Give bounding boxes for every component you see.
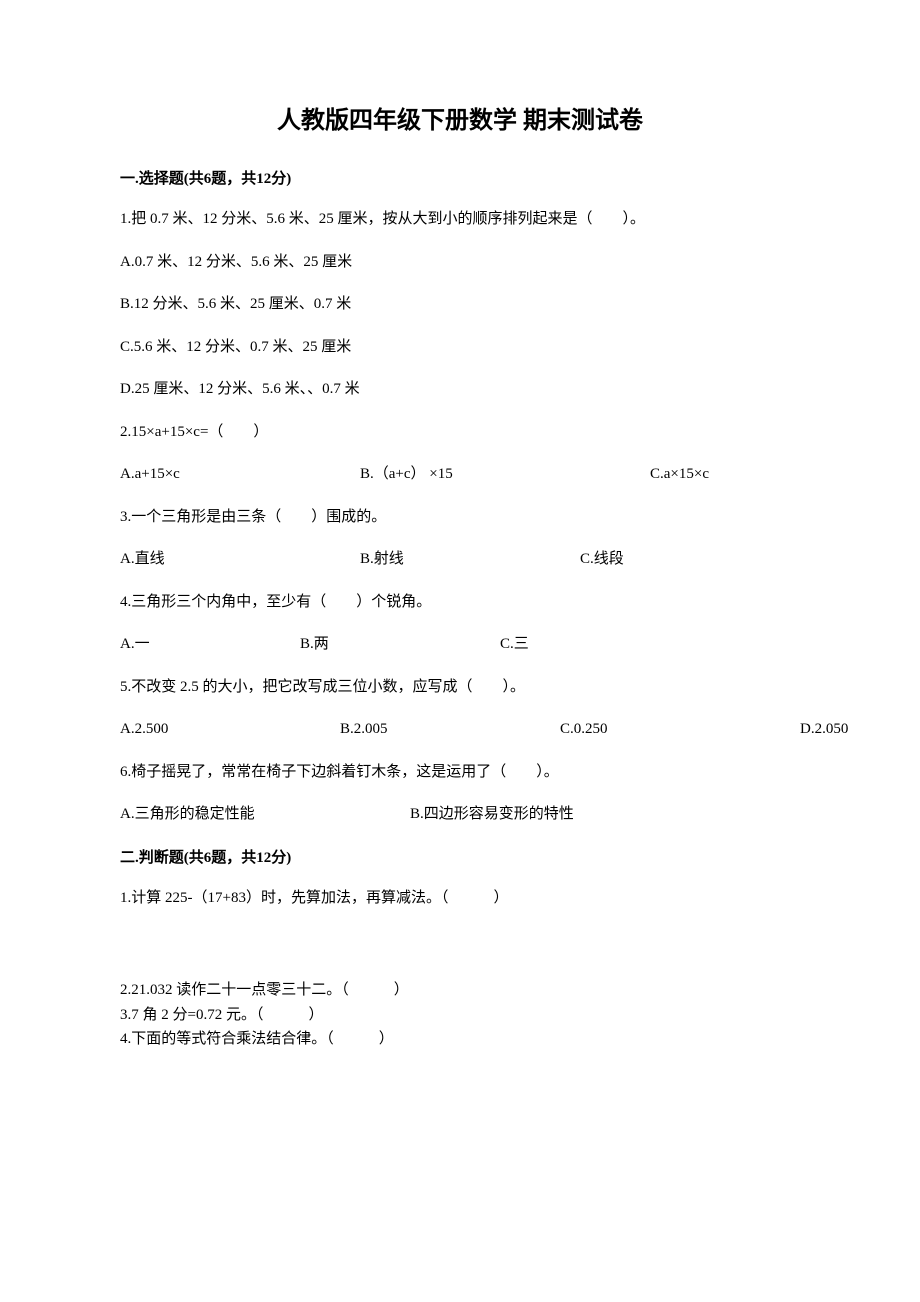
- q2-text: 2.15×a+15×c=（ ）: [120, 421, 800, 444]
- s2-q2-text: 2.21.032 读作二十一点零三十二。（ ）: [120, 979, 800, 1002]
- q3-option-c: C.线段: [580, 548, 800, 571]
- q2-option-b: B.（a+c） ×15: [360, 463, 650, 486]
- q5-option-c: C.0.250: [560, 718, 800, 741]
- spacer: [120, 929, 800, 979]
- q4-text: 4.三角形三个内角中，至少有（ ）个锐角。: [120, 591, 800, 614]
- q6-text: 6.椅子摇晃了，常常在椅子下边斜着钉木条，这是运用了（ ）。: [120, 761, 800, 784]
- q1-option-d: D.25 厘米、12 分米、5.6 米、、0.7 米: [120, 378, 800, 401]
- q4-option-b: B.两: [300, 633, 500, 656]
- q1-option-a: A.0.7 米、12 分米、5.6 米、25 厘米: [120, 251, 800, 274]
- q2-options: A.a+15×c B.（a+c） ×15 C.a×15×c: [120, 463, 800, 486]
- q6-options: A.三角形的稳定性能 B.四边形容易变形的特性: [120, 803, 800, 826]
- q1-option-b: B.12 分米、5.6 米、25 厘米、0.7 米: [120, 293, 800, 316]
- q1-text: 1.把 0.7 米、12 分米、5.6 米、25 厘米，按从大到小的顺序排列起来…: [120, 208, 800, 231]
- q2-option-a: A.a+15×c: [120, 463, 360, 486]
- q4-options: A.一 B.两 C.三: [120, 633, 800, 656]
- q4-option-c: C.三: [500, 633, 800, 656]
- q5-option-a: A.2.500: [120, 718, 340, 741]
- q1-option-c: C.5.6 米、12 分米、0.7 米、25 厘米: [120, 336, 800, 359]
- section-1-header: 一.选择题(共6题，共12分): [120, 167, 800, 188]
- q2-option-c: C.a×15×c: [650, 463, 800, 486]
- section-2-header: 二.判断题(共6题，共12分): [120, 846, 800, 867]
- q6-option-a: A.三角形的稳定性能: [120, 803, 410, 826]
- q4-option-a: A.一: [120, 633, 300, 656]
- s2-q4-text: 4.下面的等式符合乘法结合律。（ ）: [120, 1028, 800, 1051]
- q6-option-b: B.四边形容易变形的特性: [410, 803, 800, 826]
- q5-option-b: B.2.005: [340, 718, 560, 741]
- q3-option-a: A.直线: [120, 548, 360, 571]
- s2-q3-text: 3.7 角 2 分=0.72 元。（ ）: [120, 1004, 800, 1027]
- q5-options: A.2.500 B.2.005 C.0.250 D.2.050: [120, 718, 800, 741]
- s2-q1-text: 1.计算 225-（17+83）时，先算加法，再算减法。（ ）: [120, 887, 800, 910]
- q3-options: A.直线 B.射线 C.线段: [120, 548, 800, 571]
- q3-option-b: B.射线: [360, 548, 580, 571]
- exam-title: 人教版四年级下册数学 期末测试卷: [120, 100, 800, 135]
- q5-text: 5.不改变 2.5 的大小，把它改写成三位小数，应写成（ ）。: [120, 676, 800, 699]
- q3-text: 3.一个三角形是由三条（ ）围成的。: [120, 506, 800, 529]
